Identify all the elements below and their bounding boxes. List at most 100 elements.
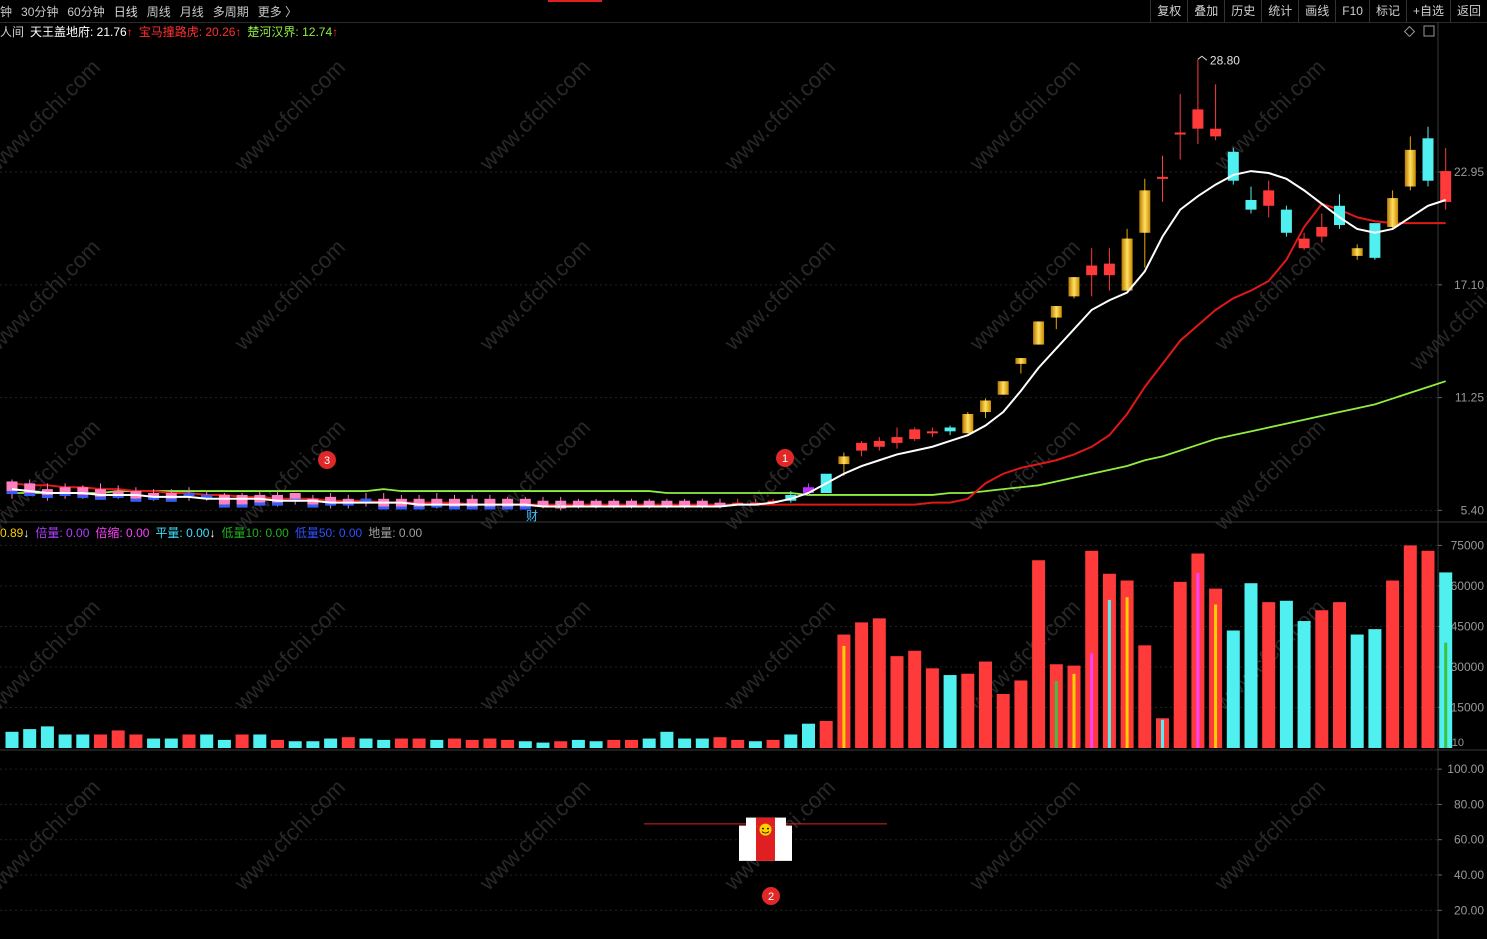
tool-button-6[interactable]: 标记 xyxy=(1368,0,1406,22)
candle-body xyxy=(1157,176,1168,179)
candle-body xyxy=(679,500,691,507)
period-tab-1[interactable]: 30分钟 xyxy=(21,4,59,19)
volume-bar xyxy=(1262,602,1276,748)
volume-bar xyxy=(1315,610,1329,748)
watermark-text: www.cfchi.com xyxy=(964,774,1085,895)
tool-button-1[interactable]: 叠加 xyxy=(1187,0,1224,22)
candle-body xyxy=(1192,109,1204,129)
main-indicator-0: 人间 xyxy=(0,25,25,39)
candle-body xyxy=(342,498,354,503)
period-tab-5[interactable]: 月线 xyxy=(179,4,204,19)
candle-body xyxy=(519,498,531,507)
candle-body xyxy=(1050,306,1062,318)
gift-box-lid-ribbon xyxy=(756,817,775,827)
candle-body xyxy=(1351,248,1363,256)
volume-bar xyxy=(625,739,638,748)
period-tab-4[interactable]: 周线 xyxy=(146,4,171,19)
volume-bar xyxy=(784,734,798,748)
candle-body xyxy=(95,489,106,497)
volume-bar xyxy=(94,734,107,748)
candle-body xyxy=(112,491,124,495)
watermark-text: www.cfchi.com xyxy=(1404,254,1487,375)
candle-body xyxy=(1369,223,1381,258)
volume-bar xyxy=(1421,550,1435,748)
tool-button-3[interactable]: 统计 xyxy=(1261,0,1298,22)
candle-body xyxy=(661,500,673,507)
volume-indicator-5: 低量50: 0.00 xyxy=(294,526,363,540)
volume-bar xyxy=(961,673,975,748)
candle-body xyxy=(1404,149,1416,187)
volume-bar xyxy=(660,731,674,748)
tool-button-2[interactable]: 历史 xyxy=(1224,0,1261,22)
high-pointer xyxy=(1197,55,1208,61)
volume-bar xyxy=(554,741,568,748)
candle-body xyxy=(909,429,921,440)
volume-bar xyxy=(111,730,125,748)
watermark-text: www.cfchi.com xyxy=(1209,54,1330,175)
smiley-icon xyxy=(759,823,772,836)
watermark-text: www.cfchi.com xyxy=(229,774,350,895)
volume-bar xyxy=(483,738,497,748)
volume-bar xyxy=(58,734,72,748)
candle-body xyxy=(856,442,868,451)
volume-indicator-6: 地量: 0.00 xyxy=(368,526,423,540)
smiley-eye-right xyxy=(767,827,769,830)
volume-bar xyxy=(695,738,709,748)
period-tab-6[interactable]: 多周期 xyxy=(212,4,249,19)
watermark-text: www.cfchi.com xyxy=(229,594,350,715)
candle-body xyxy=(803,487,814,494)
candle-lowmark xyxy=(236,504,248,508)
tool-button-4[interactable]: 画线 xyxy=(1298,0,1335,22)
candle-body xyxy=(1174,132,1186,135)
volume-inner-strip xyxy=(1072,673,1076,748)
tool-button-8[interactable]: 返回 xyxy=(1449,0,1487,22)
volume-tick-label: 45000 xyxy=(1451,619,1485,633)
watermark-text: www.cfchi.com xyxy=(0,54,105,175)
volume-inner-strip xyxy=(1090,653,1094,748)
candle-lowmark xyxy=(112,494,124,498)
volume-tick-label: 15000 xyxy=(1451,700,1485,714)
candle-body xyxy=(59,487,71,494)
candle-lowmark xyxy=(360,498,372,502)
candle-lowmark xyxy=(449,506,460,510)
volume-inner-strip xyxy=(842,645,846,748)
candle-body xyxy=(148,493,160,497)
volume-bar xyxy=(925,668,939,748)
tool-button-7[interactable]: +自选 xyxy=(1405,0,1450,22)
volume-bar xyxy=(341,737,355,748)
volume-bar xyxy=(571,739,585,748)
period-tab-0[interactable]: 钟 xyxy=(0,4,13,19)
volume-bar xyxy=(465,739,479,748)
candle-body xyxy=(289,493,301,499)
tool-button-5[interactable]: F10 xyxy=(1335,0,1369,22)
period-tab-7[interactable]: 更多 〉 xyxy=(257,4,298,19)
volume-bar xyxy=(1244,583,1258,748)
period-toolbar: 钟 30分钟 60分钟 日线 周线 月线 多周期 更多 〉 复权 叠加 历史 统计 画线 F10 标记 +自… xyxy=(0,0,1487,23)
volume-bar xyxy=(324,738,338,748)
watermark-text: www.cfchi.com xyxy=(0,774,105,895)
watermark-text: www.cfchi.com xyxy=(0,414,105,535)
candle-lowmark xyxy=(431,504,443,508)
period-tab-2[interactable]: 60分钟 xyxy=(67,4,105,19)
volume-bar xyxy=(129,734,143,748)
candle-lowmark xyxy=(325,502,337,506)
tool-button-0[interactable]: 复权 xyxy=(1150,0,1187,22)
volume-bar xyxy=(235,734,249,748)
volume-bar xyxy=(1085,550,1099,748)
volume-bar xyxy=(182,734,196,748)
smiley-mouth xyxy=(761,831,770,834)
volume-bar xyxy=(607,739,621,748)
candle-lowmark xyxy=(502,506,514,510)
watermark-text: www.cfchi.com xyxy=(1209,774,1330,895)
period-tab-3[interactable]: 日线 xyxy=(113,4,138,19)
volume-indicator-3: 平量: 0.00↓ xyxy=(155,526,216,540)
volume-inner-strip xyxy=(1444,642,1448,748)
volume-bar xyxy=(5,731,19,748)
volume-bar xyxy=(448,738,461,748)
volume-indicator-legend: 0.89↓ 倍量: 0.00 倍缩: 0.00 平量: 0.00↓ 低量10: 0.00… xyxy=(0,524,428,541)
indicator-tick-label: 40.00 xyxy=(1454,868,1484,882)
volume-bar xyxy=(979,661,992,748)
volume-bar xyxy=(1173,581,1187,748)
marker-1 xyxy=(776,449,794,467)
candle-body xyxy=(1422,138,1434,181)
